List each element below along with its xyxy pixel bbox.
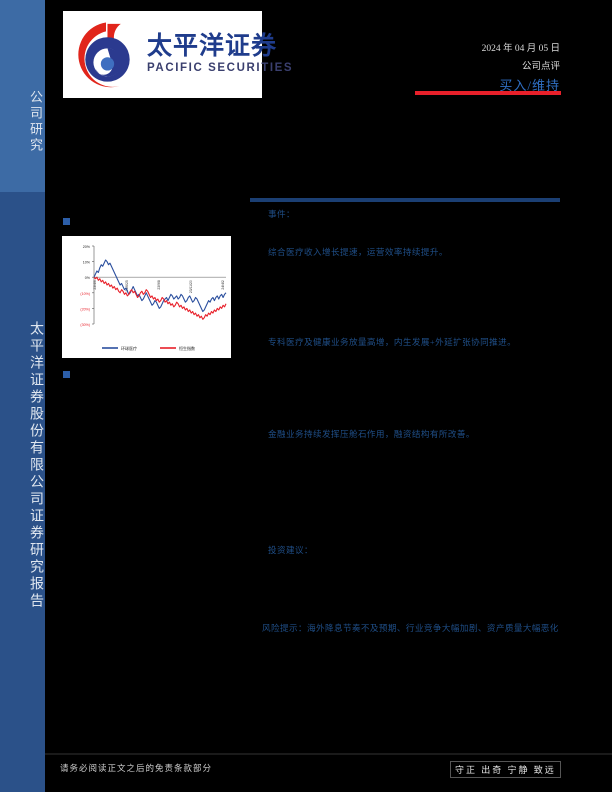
svg-text:(20%): (20%) xyxy=(80,307,90,311)
sidebar-top-panel xyxy=(0,0,45,192)
svg-text:23/11/20: 23/11/20 xyxy=(189,280,193,293)
svg-text:23/4/6: 23/4/6 xyxy=(93,280,97,290)
investment-advice-heading: 投资建议： xyxy=(268,545,313,555)
stock-performance-chart: 20% 10% 0% (10%) (20%) (30%) 23/4/6 23/6/25 23/9… xyxy=(62,236,231,358)
svg-text:23/9/8: 23/9/8 xyxy=(157,280,161,290)
svg-text:0%: 0% xyxy=(85,276,91,280)
chart-svg: 20% 10% 0% (10%) (20%) (30%) 23/4/6 23/6/25 23/9… xyxy=(80,245,227,351)
body-point-3: 金融业务持续发挥压舱石作用，融资结构有所改善。 xyxy=(268,429,475,439)
bullet-marker-2 xyxy=(63,371,70,378)
bullet-marker-1 xyxy=(63,218,70,225)
footer-disclaimer: 请务必阅读正文之后的免责条款部分 xyxy=(60,763,213,773)
document-type: 公司点评 xyxy=(521,62,560,72)
pacific-securities-mark-icon xyxy=(69,18,143,92)
rating-underline-rule xyxy=(415,91,561,95)
svg-text:恒生指数: 恒生指数 xyxy=(179,345,195,351)
sidebar-category-label: 公司研究 xyxy=(28,90,43,154)
footer-divider-rule xyxy=(45,753,612,755)
event-heading: 事件： xyxy=(268,209,295,219)
header-meta-block: 2024 年 04 月 05 日 公司点评 买入/维持 xyxy=(482,40,560,94)
svg-text:24/4/2: 24/4/2 xyxy=(221,280,225,290)
svg-text:23/6/25: 23/6/25 xyxy=(125,280,129,291)
svg-text:20%: 20% xyxy=(83,245,91,249)
body-point-2: 专科医疗及健康业务放量高增，内生发展+外延扩张协同推进。 xyxy=(268,337,517,347)
logo-wordmark: 太平洋证券 PACIFIC SECURITIES xyxy=(147,34,293,75)
rating-badge: 买入/维持 xyxy=(499,78,560,93)
risk-warning-text: 风险提示：海外降息节奏不及预期、行业竞争大幅加剧、资产质量大幅恶化 xyxy=(262,623,559,633)
svg-text:(10%): (10%) xyxy=(80,292,90,296)
logo-chinese-name: 太平洋证券 xyxy=(147,32,278,61)
sidebar-bottom-panel xyxy=(0,192,45,792)
footer-slogan: 守正 出奇 宁静 致远 xyxy=(450,761,561,778)
svg-text:10%: 10% xyxy=(83,261,91,265)
company-logo: 太平洋证券 PACIFIC SECURITIES xyxy=(63,11,292,98)
body-point-1: 综合医疗收入增长提速，运营效率持续提升。 xyxy=(268,247,448,257)
logo-english-name: PACIFIC SECURITIES xyxy=(147,62,294,75)
document-date: 2024 年 04 月 05 日 xyxy=(481,44,560,54)
svg-text:(30%): (30%) xyxy=(80,323,90,327)
svg-text:环球医疗: 环球医疗 xyxy=(121,345,137,351)
logo-svg xyxy=(78,21,130,87)
sidebar-company-label: 太平洋证券股份有限公司证券研究报告 xyxy=(28,320,43,610)
section-divider-rule xyxy=(250,198,560,202)
